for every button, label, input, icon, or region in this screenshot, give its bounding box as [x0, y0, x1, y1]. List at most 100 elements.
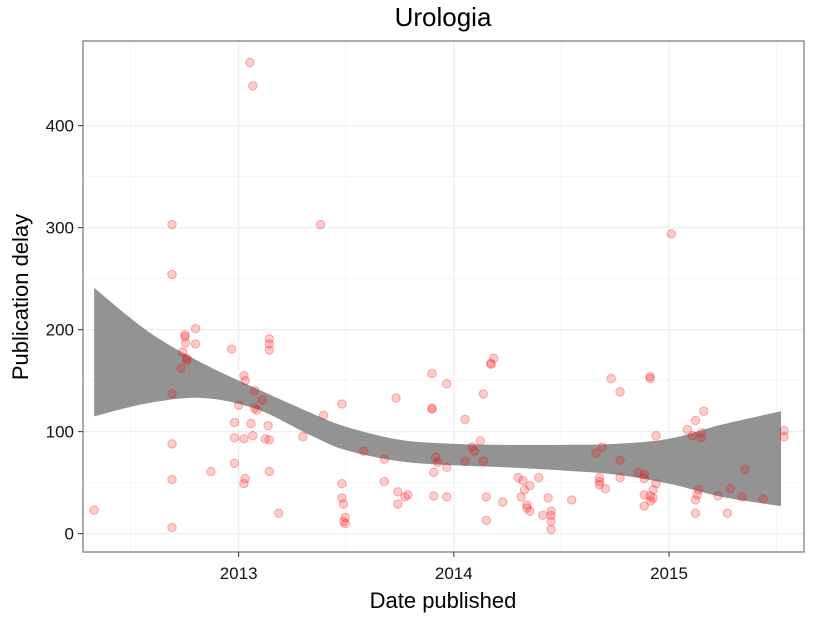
data-point [518, 475, 528, 486]
data-point [427, 404, 437, 414]
data-point [257, 395, 267, 405]
data-point [645, 371, 655, 382]
data-point [489, 353, 499, 363]
data-point [467, 442, 477, 452]
data-point [690, 495, 701, 505]
data-point [546, 506, 556, 516]
data-point [692, 490, 702, 500]
data-point [478, 389, 488, 399]
data-point [427, 368, 437, 379]
data-point [167, 474, 177, 485]
data-point [543, 493, 553, 503]
data-point [442, 462, 452, 473]
data-point [725, 484, 736, 494]
data-point [693, 485, 704, 495]
data-point [469, 446, 480, 456]
data-point [722, 508, 733, 518]
data-point [430, 452, 441, 462]
data-point [190, 339, 201, 349]
plot-frame [82, 40, 805, 553]
data-point [779, 432, 789, 442]
data-point [427, 403, 437, 413]
data-point [264, 435, 274, 445]
data-point [246, 418, 256, 429]
data-point [460, 456, 470, 466]
data-point [651, 431, 661, 441]
data-point [338, 516, 349, 527]
data-point [264, 339, 274, 349]
data-point [393, 487, 403, 497]
data-point [429, 491, 439, 501]
y-tick-label: 300 [46, 219, 74, 238]
data-point [525, 481, 535, 491]
data-point [400, 492, 410, 502]
data-point [206, 466, 216, 477]
data-point [606, 373, 616, 384]
data-point [180, 330, 190, 340]
data-point [249, 403, 260, 413]
data-point [233, 400, 244, 410]
data-point [403, 490, 413, 500]
data-point [690, 508, 701, 518]
data-point [177, 347, 188, 357]
y-tick-label: 400 [46, 117, 74, 136]
data-point [737, 492, 747, 502]
data-point [525, 506, 535, 516]
data-point [648, 493, 658, 503]
chart-title: Urologia [395, 2, 492, 32]
data-point [498, 497, 508, 507]
data-point [534, 472, 544, 483]
data-point [167, 389, 177, 399]
data-point [340, 518, 351, 529]
data-point [180, 338, 191, 348]
y-tick-label: 100 [46, 423, 74, 442]
data-point [594, 472, 605, 483]
data-point [337, 399, 347, 409]
data-point [176, 363, 186, 374]
data-point [358, 446, 369, 456]
data-point [240, 375, 250, 386]
data-point [486, 358, 496, 369]
data-point [594, 476, 605, 487]
data-point [89, 505, 99, 515]
data-point [460, 414, 470, 425]
x-tick-label: 2015 [650, 564, 688, 583]
data-point [594, 479, 605, 490]
smooth-confidence-band [94, 287, 782, 507]
data-point [229, 458, 240, 468]
data-point [645, 373, 655, 384]
data-point [167, 219, 177, 230]
y-axis-label: Publication delay [8, 214, 33, 380]
x-axis-ticks: 2013 2014 2015 [220, 552, 688, 583]
data-point [239, 478, 249, 489]
y-tick-label: 200 [46, 321, 74, 340]
data-point [318, 410, 329, 421]
data-point [516, 492, 526, 502]
data-point [645, 491, 655, 501]
data-point [696, 433, 707, 443]
data-point [190, 323, 201, 334]
data-point [713, 491, 723, 501]
data-point [546, 510, 556, 520]
data-point [639, 473, 649, 484]
data-point [442, 379, 452, 389]
data-point [298, 432, 308, 442]
data-point [699, 406, 709, 416]
data-point [615, 472, 625, 483]
data-point [600, 484, 611, 494]
data-point [442, 492, 452, 502]
data-point [740, 464, 750, 475]
data-point [666, 229, 677, 239]
data-point [249, 386, 260, 396]
data-point [229, 417, 240, 428]
data-point [696, 427, 707, 438]
data-point [248, 81, 258, 91]
data-point [481, 515, 491, 526]
data-point [340, 512, 351, 523]
data-point [486, 359, 496, 370]
data-point [264, 345, 274, 355]
data-point [779, 425, 789, 436]
data-point [229, 433, 240, 443]
data-point [315, 219, 326, 230]
y-axis-ticks: 0 100 200 300 400 [46, 117, 83, 544]
